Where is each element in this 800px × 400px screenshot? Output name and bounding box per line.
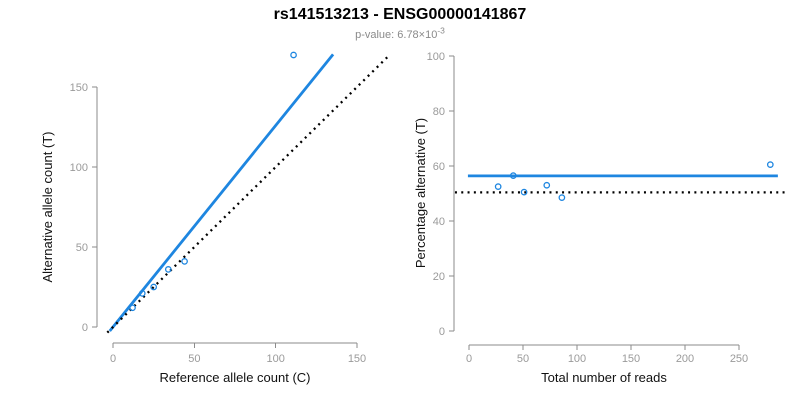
left-x-axis-title: Reference allele count (C) — [159, 370, 310, 385]
y-tick-label: 0 — [82, 322, 88, 334]
x-tick-label: 250 — [730, 353, 748, 365]
x-tick-label: 200 — [676, 353, 694, 365]
data-point — [150, 283, 158, 291]
data-point — [766, 161, 774, 168]
data-point — [164, 266, 172, 273]
data-point — [509, 172, 517, 179]
right-y-axis-title: Percentage alternative (T) — [413, 118, 428, 268]
x-tick-label: 0 — [110, 353, 116, 365]
y-tick-label: 80 — [433, 106, 445, 118]
x-tick-label: 150 — [348, 353, 366, 365]
p-value-base: p-value: 6.78×10 — [355, 29, 437, 41]
plot-title: rs141513213 - ENSG00000141867 — [274, 6, 527, 23]
right-axes — [449, 55, 740, 350]
data-point — [494, 183, 502, 190]
data-point — [558, 194, 566, 201]
x-tick-label: 50 — [188, 353, 200, 365]
y-tick-label: 100 — [70, 162, 88, 174]
y-tick-label: 50 — [76, 242, 88, 254]
data-point — [129, 304, 136, 312]
p-value-exponent: -3 — [437, 26, 445, 36]
y-tick-label: 20 — [433, 271, 445, 283]
y-tick-label: 150 — [70, 82, 88, 94]
y-tick-label: 0 — [439, 326, 445, 338]
x-tick-label: 100 — [266, 353, 284, 365]
left-y-axis-title: Alternative allele count (T) — [40, 131, 55, 282]
x-tick-label: 150 — [622, 353, 640, 365]
data-point — [520, 188, 528, 196]
x-tick-label: 50 — [517, 353, 529, 365]
data-point — [543, 181, 551, 189]
identity-line — [106, 54, 390, 334]
x-tick-label: 0 — [466, 353, 472, 365]
y-tick-label: 60 — [433, 161, 445, 173]
left-plot: Reference allele count (C) Alternative a… — [40, 51, 390, 385]
data-point — [290, 51, 297, 59]
y-tick-label: 100 — [427, 51, 445, 63]
right-plot: Total number of reads Percentage alterna… — [413, 51, 786, 385]
x-tick-label: 100 — [568, 353, 586, 365]
data-point — [138, 290, 146, 297]
p-value-subtitle: p-value: 6.78×10-3 — [355, 26, 445, 42]
y-tick-label: 40 — [433, 216, 445, 228]
fit-line — [108, 53, 335, 332]
data-point — [181, 258, 188, 265]
right-x-axis-title: Total number of reads — [541, 370, 667, 385]
left-axes — [92, 86, 358, 348]
